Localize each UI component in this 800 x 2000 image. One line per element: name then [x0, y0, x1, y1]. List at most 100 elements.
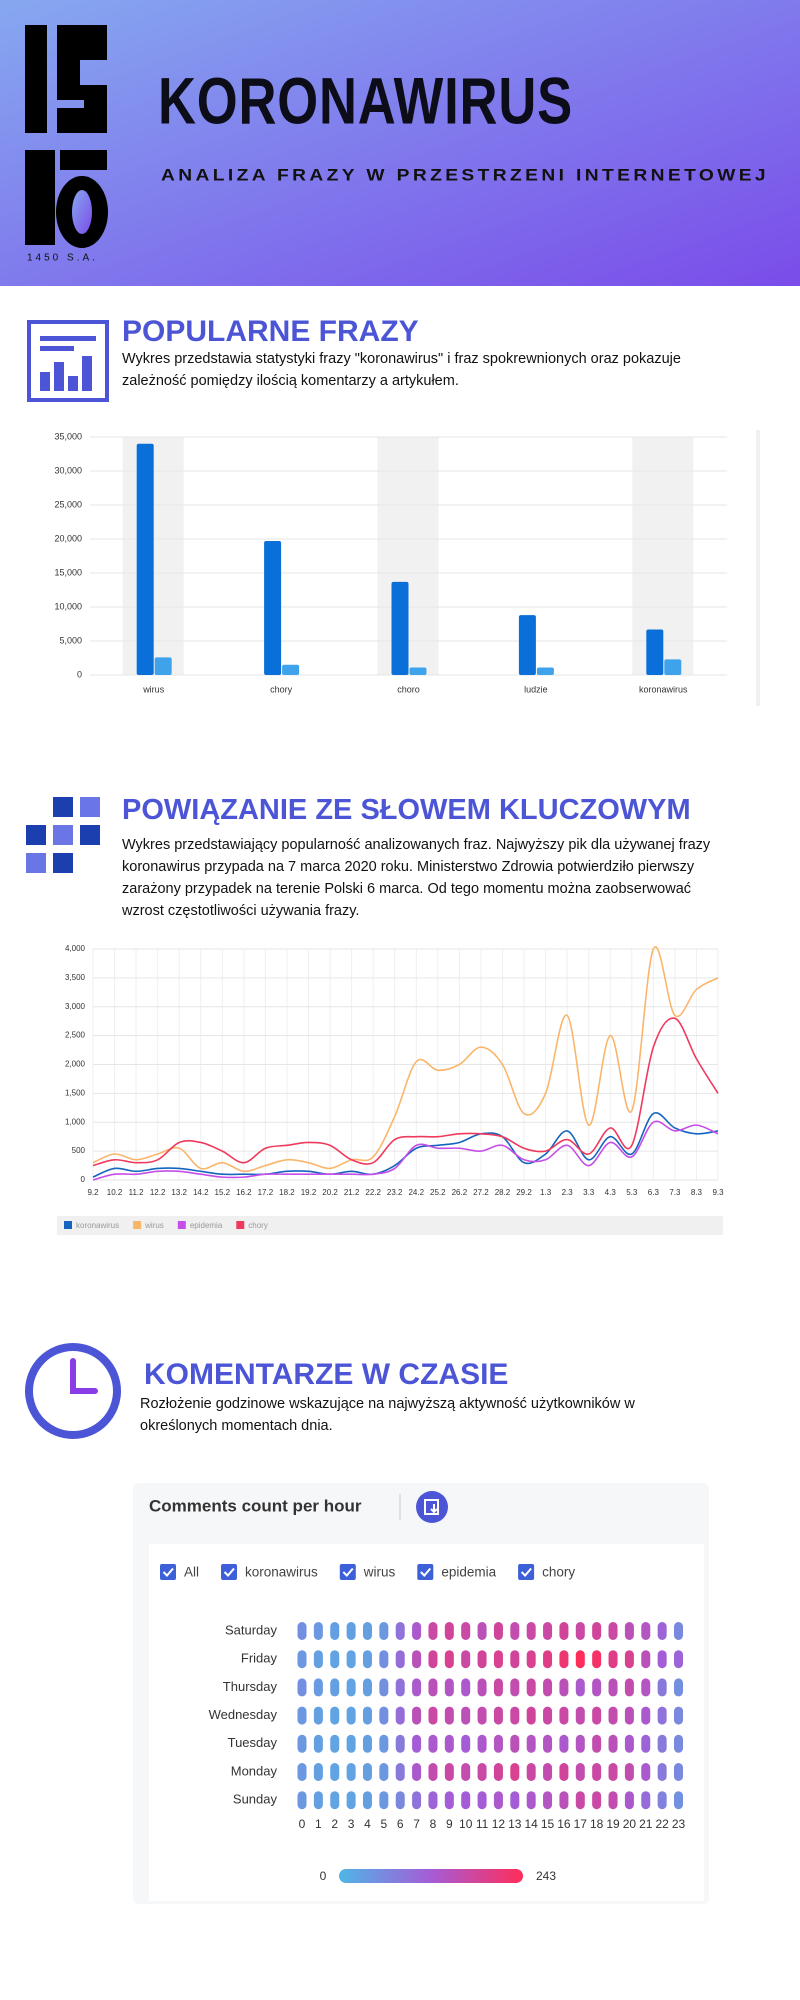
bar: [264, 541, 282, 675]
export-button[interactable]: [416, 1491, 448, 1523]
hour-label: 17: [574, 1817, 588, 1831]
heat-cell: [641, 1734, 651, 1753]
heat-cell: [461, 1650, 471, 1669]
checkbox[interactable]: [518, 1564, 535, 1580]
checkmark[interactable]: [162, 1567, 174, 1577]
y-tick-label: 0: [77, 669, 82, 679]
heat-cell: [559, 1650, 569, 1669]
heat-cell: [592, 1763, 602, 1781]
bar: [136, 443, 154, 675]
heat-cell: [559, 1678, 569, 1697]
heat-cell: [444, 1791, 454, 1810]
x-tick-label: 21.2: [344, 1188, 360, 1197]
heat-cell: [592, 1706, 602, 1725]
filter-label[interactable]: chory: [542, 1565, 575, 1580]
heat-cell: [412, 1734, 422, 1753]
bar: [409, 667, 427, 675]
filter-label[interactable]: wirus: [363, 1565, 396, 1580]
heat-cell: [543, 1706, 553, 1725]
heat-cell: [510, 1791, 520, 1810]
day-label: Monday: [231, 1763, 278, 1778]
heat-cell: [412, 1706, 422, 1725]
heat-cell: [379, 1791, 389, 1810]
heat-cell: [575, 1622, 585, 1640]
heat-cell: [641, 1650, 651, 1669]
heat-cell: [313, 1763, 323, 1781]
bar: [664, 659, 682, 675]
heat-cell: [641, 1791, 651, 1810]
x-tick-label: 9.3: [712, 1188, 724, 1197]
hour-label: 5: [381, 1817, 388, 1831]
hour-label: 12: [492, 1817, 506, 1831]
heat-cell: [624, 1791, 634, 1810]
filter-label[interactable]: All: [184, 1565, 199, 1580]
checkbox[interactable]: [339, 1564, 356, 1580]
heat-cell: [412, 1763, 422, 1781]
y-tick-label: 5,000: [59, 635, 82, 645]
heat-cell: [674, 1678, 684, 1697]
hour-label: 21: [639, 1817, 653, 1831]
heat-cell: [297, 1622, 307, 1640]
x-tick-label: choro: [397, 684, 420, 694]
hour-label: 13: [508, 1817, 522, 1831]
filter-label[interactable]: koronawirus: [245, 1565, 318, 1580]
heat-cell: [510, 1734, 520, 1753]
heat-cell: [330, 1734, 340, 1753]
checkmark[interactable]: [223, 1567, 235, 1577]
checkbox[interactable]: [221, 1564, 238, 1580]
heat-cell: [313, 1734, 323, 1753]
checkbox[interactable]: [160, 1564, 176, 1580]
legend-label: wirus: [144, 1221, 164, 1230]
heat-cell: [526, 1734, 536, 1753]
filter-label[interactable]: epidemia: [441, 1565, 496, 1580]
heat-cell: [493, 1622, 503, 1640]
checkbox[interactable]: [417, 1564, 434, 1580]
filter-checkbox[interactable]: koronawirus: [221, 1564, 318, 1580]
heat-cell: [313, 1650, 323, 1669]
heat-cell: [412, 1678, 422, 1697]
heat-cell: [330, 1622, 340, 1640]
y-tick-label: 1,500: [65, 1088, 86, 1097]
heat-cell: [493, 1791, 503, 1810]
heat-cell: [559, 1622, 569, 1640]
x-tick-label: 5.3: [626, 1188, 638, 1197]
heat-cell: [444, 1706, 454, 1725]
heat-cell: [461, 1763, 471, 1781]
heat-cell: [444, 1763, 454, 1781]
heat-cell: [428, 1734, 438, 1753]
y-tick-label: 3,500: [65, 973, 86, 982]
heat-cell: [428, 1763, 438, 1781]
filter-checkbox[interactable]: chory: [518, 1564, 575, 1580]
filter-checkbox[interactable]: All: [160, 1564, 199, 1580]
heat-cell: [346, 1763, 356, 1781]
checkmark[interactable]: [420, 1567, 432, 1577]
filter-checkbox[interactable]: epidemia: [417, 1564, 497, 1580]
heat-cell: [608, 1678, 618, 1697]
x-tick-label: 1.3: [540, 1188, 552, 1197]
heat-cell: [592, 1678, 602, 1697]
filter-checkbox[interactable]: wirus: [339, 1564, 396, 1580]
colorbar-max: 243: [536, 1869, 556, 1883]
heat-cell: [313, 1622, 323, 1640]
checkmark[interactable]: [342, 1567, 354, 1577]
hour-label: 3: [348, 1817, 355, 1831]
heat-cell: [526, 1650, 536, 1669]
heat-cell: [477, 1650, 487, 1669]
legend-swatch: [236, 1221, 245, 1229]
x-tick-label: 10.2: [107, 1188, 123, 1197]
x-tick-label: 19.2: [301, 1188, 317, 1197]
heat-cell: [493, 1706, 503, 1725]
heat-cell: [641, 1622, 651, 1640]
x-tick-label: 2.3: [562, 1188, 574, 1197]
heat-cell: [395, 1706, 405, 1725]
heat-cell: [526, 1791, 536, 1810]
x-tick-label: 6.3: [648, 1188, 660, 1197]
hour-label: 2: [331, 1817, 338, 1831]
y-tick-label: 20,000: [54, 533, 82, 543]
heat-cell: [330, 1678, 340, 1697]
checkmark[interactable]: [520, 1567, 532, 1577]
heat-cell: [641, 1706, 651, 1725]
heat-cell: [624, 1734, 634, 1753]
heat-cell: [346, 1734, 356, 1753]
